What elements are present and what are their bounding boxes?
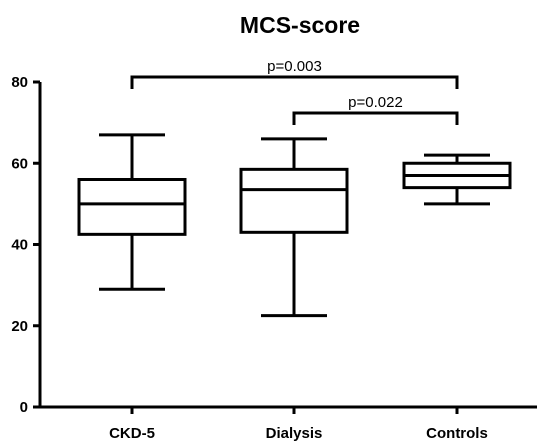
chart-title: MCS-score [240,12,360,38]
p-value-label: p=0.022 [348,94,403,111]
x-tick-label: Controls [426,425,488,441]
significance-bracket [130,75,459,89]
significance-bracket [292,111,459,125]
x-tick-label: CKD-5 [109,425,155,441]
box-dialysis [239,167,349,234]
plot-area: 0 20 40 60 80 CKD-5 Dialysis Controls p=0.003 p=0… [11,58,537,441]
y-tick-label: 0 [20,399,28,416]
y-tick-label: 60 [11,155,28,172]
y-tick-label: 20 [11,318,28,335]
y-tick-label: 40 [11,237,28,254]
p-value-label: p=0.003 [267,58,322,75]
y-tick-label: 80 [11,74,28,91]
box-ckd-5 [77,178,187,236]
x-tick-label: Dialysis [266,425,323,441]
